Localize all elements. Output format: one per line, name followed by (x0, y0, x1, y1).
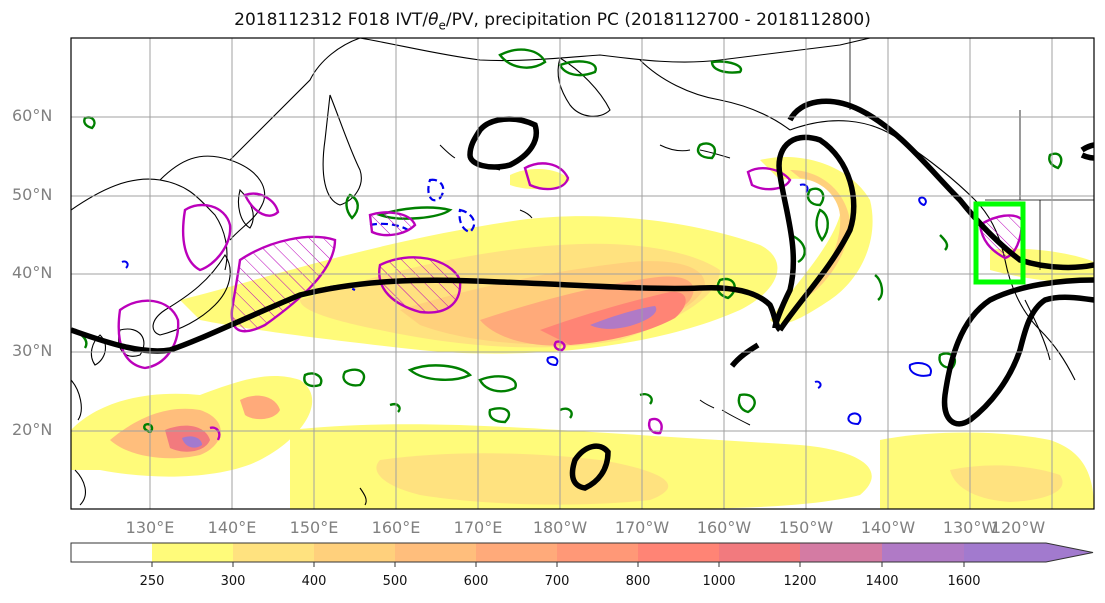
colorbar-bin-11 (964, 543, 1093, 562)
colorbar-bin-4 (395, 543, 476, 562)
colorbar-bin-2 (233, 543, 314, 562)
lon-label-180w: 180°W (532, 518, 588, 537)
colorbar-tick-300: 300 (220, 574, 246, 589)
colorbar-tick-250: 250 (139, 574, 165, 589)
lon-label-150e: 150°E (289, 518, 339, 537)
lon-label-120w: 120°W (990, 518, 1046, 537)
colorbar-bin-3 (314, 543, 395, 562)
coastlines (71, 38, 1094, 506)
colorbar-outline (70, 542, 1094, 563)
colorbar-tick-1600: 1600 (947, 574, 981, 589)
lon-label-140e: 140°E (207, 518, 257, 537)
colorbar-tick-800: 800 (625, 574, 651, 589)
lon-label-160e: 160°E (371, 518, 421, 537)
colorbar-bin-6 (557, 543, 638, 562)
lon-label-170e: 170°E (453, 518, 503, 537)
colorbar-bin-9 (800, 543, 882, 562)
colorbar-bin-10 (882, 543, 964, 562)
colorbar-tick-1200: 1200 (783, 574, 817, 589)
colorbar-bin-7 (638, 543, 719, 562)
colorbar-bin-0 (71, 543, 152, 562)
lon-label-170w: 170°W (614, 518, 670, 537)
theta-contours-solid (121, 183, 932, 426)
colorbar-tick-1000: 1000 (702, 574, 736, 589)
lon-label-160w: 160°W (696, 518, 752, 537)
colorbar-tick-400: 400 (301, 574, 327, 589)
lon-label-130e: 130°E (125, 518, 175, 537)
colorbar-bin-5 (476, 543, 557, 562)
map-border (70, 37, 1095, 510)
ivt-outlines (117, 162, 1024, 441)
grid-lines (71, 38, 1094, 509)
colorbar-tick-500: 500 (382, 574, 408, 589)
lon-label-130w: 130°W (942, 518, 998, 537)
lat-label-40n: 40°N (12, 263, 53, 282)
lat-label-50n: 50°N (12, 185, 53, 204)
colorbar (70, 542, 1094, 567)
map-title: 2018112312 F018 IVT/θe/PV, precipitation… (234, 10, 871, 33)
lat-label-20n: 20°N (12, 420, 53, 439)
colorbar-tick-600: 600 (463, 574, 489, 589)
colorbar-bin-1 (152, 543, 233, 562)
lat-label-60n: 60°N (12, 106, 53, 125)
map-panel (71, 38, 1094, 509)
colorbar-bin-8 (719, 543, 800, 562)
ivt-shading (71, 156, 1094, 509)
target-box (973, 201, 1026, 285)
lon-label-150w: 150°W (778, 518, 834, 537)
colorbar-tick-1400: 1400 (865, 574, 899, 589)
lat-label-30n: 30°N (12, 341, 53, 360)
colorbar-tick-700: 700 (544, 574, 570, 589)
lon-label-140w: 140°W (860, 518, 916, 537)
